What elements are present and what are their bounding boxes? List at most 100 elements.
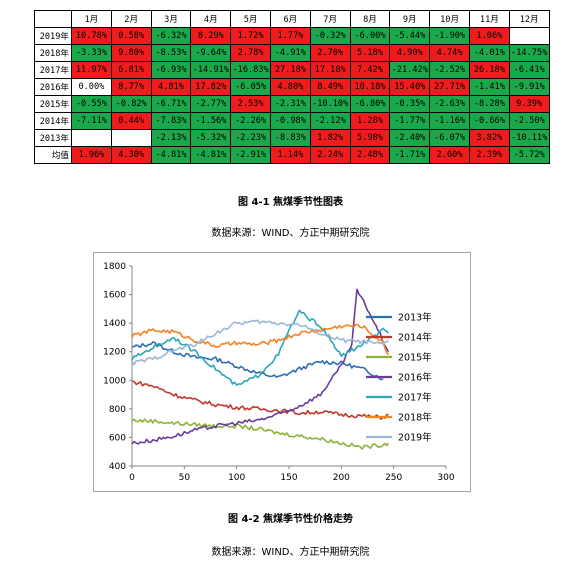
value-cell: -0.98% xyxy=(269,112,311,130)
table-row: 2015年 -0.55% -0.82% -6.71% -2.77% 2.53% -2.31%… xyxy=(34,95,550,113)
y-tick-label: 1200 xyxy=(103,348,126,358)
value-cell: -16.83% xyxy=(230,61,271,79)
value-cell: 8.49% xyxy=(309,78,351,96)
value-cell: -0.35% xyxy=(389,95,431,113)
value-cell: -2.26% xyxy=(230,112,271,130)
x-tick-label: 50 xyxy=(179,473,191,483)
value-cell: -8.83% xyxy=(269,129,311,147)
value-cell: 1.06% xyxy=(468,27,510,45)
month-header: 2月 xyxy=(110,10,152,28)
value-cell: -6.00% xyxy=(349,27,391,45)
value-cell: 4.90% xyxy=(389,44,431,62)
value-cell: -1.56% xyxy=(190,112,232,130)
row-label: 2017年 xyxy=(34,61,72,79)
value-cell: -6.71% xyxy=(150,95,192,113)
table-row: 2017年 11.97% 6.81% -6.93% -14.91% -16.83% 27.1… xyxy=(34,61,550,79)
value-cell xyxy=(71,129,112,147)
figure1-caption: 图 4-1 焦煤季节性图表 xyxy=(237,197,344,208)
row-label: 2018年 xyxy=(34,44,72,62)
value-cell: 0.58% xyxy=(110,27,152,45)
value-cell: 2.60% xyxy=(429,146,470,164)
value-cell: -2.40% xyxy=(389,129,431,147)
month-header: 8月 xyxy=(349,10,391,28)
legend-label: 2016年 xyxy=(398,372,432,384)
y-tick-label: 600 xyxy=(109,433,126,443)
y-tick-label: 1600 xyxy=(103,291,126,301)
value-cell: -6.41% xyxy=(508,61,550,79)
value-cell: -5.44% xyxy=(389,27,431,45)
table-row: 均值 1.96% 4.30% -4.81% -4.81% -2.91% 1.14% 2.24%… xyxy=(34,146,550,164)
row-label: 2016年 xyxy=(34,78,72,96)
value-cell: -1.16% xyxy=(429,112,470,130)
value-cell: -6.80% xyxy=(349,95,391,113)
row-label: 均值 xyxy=(34,146,72,164)
figure2-caption: 图 4-2 焦煤季节性价格走势 xyxy=(227,514,354,525)
value-cell: -2.91% xyxy=(230,146,271,164)
value-cell: 27.18% xyxy=(269,61,311,79)
table-row: 2013年 -2.13% -5.32% -2.23% -8.83% 1.82% 5.98% -… xyxy=(34,129,550,147)
price-line-chart: 400 600 800 1000 1200 1400 1600 1800 0 50 100 150 20… xyxy=(93,252,471,492)
value-cell: -14.75% xyxy=(508,44,550,62)
value-cell: -6.32% xyxy=(150,27,192,45)
value-cell: -0.66% xyxy=(468,112,510,130)
figure1-source: 数据来源：WIND、方正中期研究院 xyxy=(211,228,370,239)
month-header: 12月 xyxy=(508,10,550,28)
chart-svg: 400 600 800 1000 1200 1400 1600 1800 0 50 100 150 20… xyxy=(103,262,455,483)
x-tick-label: 200 xyxy=(333,473,350,483)
value-cell: 4.80% xyxy=(269,78,311,96)
value-cell: 1.28% xyxy=(349,112,391,130)
series-line-2013年 xyxy=(131,341,384,381)
legend-label: 2013年 xyxy=(398,312,432,324)
value-cell: 10.18% xyxy=(349,78,391,96)
value-cell: 2.70% xyxy=(309,44,351,62)
value-cell: 5.18% xyxy=(349,44,391,62)
value-cell: 2.48% xyxy=(349,146,391,164)
value-cell: -1.71% xyxy=(389,146,431,164)
y-tick-label: 1400 xyxy=(103,319,126,329)
value-cell: 27.71% xyxy=(429,78,470,96)
value-cell: 1.96% xyxy=(71,146,112,164)
value-cell: 10.78% xyxy=(71,27,112,45)
value-cell xyxy=(110,129,152,147)
value-cell: -0.32% xyxy=(309,27,351,45)
value-cell: -4.81% xyxy=(150,146,192,164)
row-label: 2014年 xyxy=(34,112,72,130)
value-cell: -9.91% xyxy=(508,78,550,96)
table-row: 2019年 10.78% 0.58% -6.32% 8.29% 1.72% 1.77% -0.… xyxy=(34,27,550,45)
month-header: 4月 xyxy=(190,10,232,28)
legend-label: 2017年 xyxy=(398,392,432,404)
table-header-row: 1月 2月 3月 4月 5月 6月 7月 8月 9月 10月 11月 12月 xyxy=(34,10,550,28)
value-cell: 9.39% xyxy=(508,95,550,113)
series-line-2016年 xyxy=(131,288,390,445)
value-cell: -1.41% xyxy=(468,78,510,96)
value-cell: 6.81% xyxy=(110,61,152,79)
corner-cell xyxy=(34,10,72,28)
value-cell: -2.31% xyxy=(269,95,311,113)
x-tick-label: 250 xyxy=(385,473,402,483)
row-label: 2013年 xyxy=(34,129,72,147)
figure2-source: 数据来源：WIND、方正中期研究院 xyxy=(211,547,370,558)
month-header: 9月 xyxy=(389,10,431,28)
value-cell: -2.12% xyxy=(309,112,351,130)
value-cell: 1.72% xyxy=(230,27,271,45)
value-cell: 1.77% xyxy=(269,27,311,45)
value-cell: -10.11% xyxy=(508,129,550,147)
x-tick-label: 100 xyxy=(228,473,245,483)
value-cell: 8.77% xyxy=(110,78,152,96)
row-label: 2015年 xyxy=(34,95,72,113)
value-cell: -1.77% xyxy=(389,112,431,130)
value-cell: 8.29% xyxy=(190,27,232,45)
value-cell: -7.83% xyxy=(150,112,192,130)
value-cell: 5.98% xyxy=(349,129,391,147)
value-cell: -1.90% xyxy=(429,27,470,45)
value-cell: 17.82% xyxy=(190,78,232,96)
table-row: 2016年 0.00% 8.77% 4.81% 17.82% -6.05% 4.80% 8.4… xyxy=(34,78,550,96)
value-cell: -0.55% xyxy=(71,95,112,113)
value-cell: 4.74% xyxy=(429,44,470,62)
y-tick-label: 400 xyxy=(109,462,126,472)
value-cell: 1.14% xyxy=(269,146,311,164)
y-tick-label: 1000 xyxy=(103,376,126,386)
value-cell: 2.78% xyxy=(230,44,271,62)
month-header: 1月 xyxy=(71,10,112,28)
value-cell: -5.72% xyxy=(508,146,550,164)
